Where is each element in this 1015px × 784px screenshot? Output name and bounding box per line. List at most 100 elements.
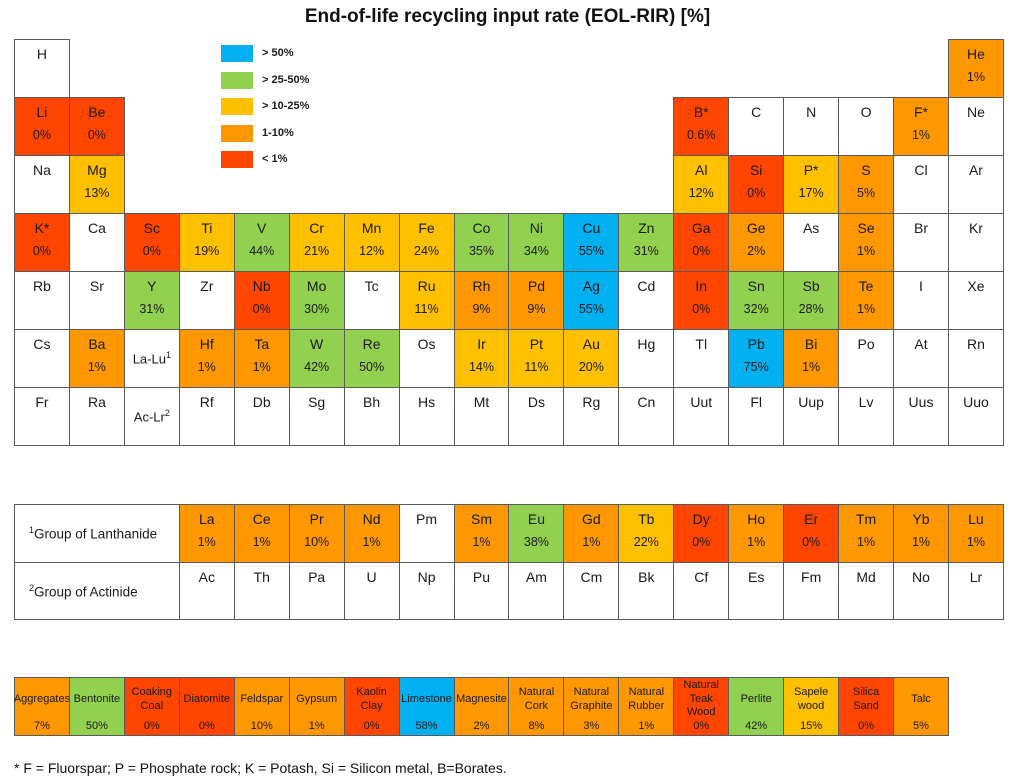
element-cd: Cd <box>618 271 675 330</box>
element-symbol: Ta <box>254 336 270 352</box>
material-natural-cork: Natural Cork 8% <box>508 677 565 736</box>
element-symbol: Rh <box>472 278 491 294</box>
element-symbol: Np <box>417 568 436 585</box>
material-name: Aggregates <box>13 692 71 705</box>
element-os: Os <box>398 329 455 388</box>
element-value: 35% <box>468 244 494 258</box>
material-name: Magnesite <box>456 692 507 705</box>
material-natural-teak-wood: Natural Teak Wood 0% <box>673 677 730 736</box>
element-value: 1% <box>252 360 271 374</box>
material-feldspar: Feldspar 10% <box>233 677 290 736</box>
element-value: 55% <box>578 244 604 258</box>
material-name: Talc <box>911 692 931 705</box>
element-value: 31% <box>139 302 165 316</box>
element-value: 42% <box>304 360 330 374</box>
element-i: I <box>893 271 949 330</box>
element-mt: Mt <box>453 387 510 446</box>
element-value: 28% <box>798 302 824 316</box>
material-name: Natural Cork <box>518 685 555 712</box>
element-ce: Ce 1% <box>233 504 290 563</box>
element-symbol: Rb <box>33 278 51 294</box>
element-cs: Cs <box>14 329 70 388</box>
element-symbol: At <box>914 336 928 352</box>
element-tm: Tm 1% <box>838 504 895 563</box>
element-cm: Cm <box>563 561 620 620</box>
element-symbol: Ga <box>691 220 711 236</box>
element-value: 14% <box>468 360 494 374</box>
element-symbol: Yb <box>912 511 930 527</box>
element-value: 24% <box>414 244 440 258</box>
material-value: 0% <box>198 720 215 732</box>
element-symbol: Hg <box>637 336 656 352</box>
element-symbol: Po <box>857 336 875 352</box>
material-value: 0% <box>858 720 875 732</box>
element-cl: Cl <box>893 155 949 214</box>
element-pb: Pb 75% <box>728 329 785 388</box>
element-symbol: B* <box>693 104 709 120</box>
element-tl: Tl <box>673 329 730 388</box>
element-symbol: Ni <box>529 220 544 236</box>
element-gd: Gd 1% <box>563 504 620 563</box>
element-bh: Bh <box>343 387 400 446</box>
element-ir: Ir 14% <box>453 329 510 388</box>
element-br: Br <box>893 213 949 272</box>
element-symbol: Pd <box>527 278 545 294</box>
element-ne: Ne <box>947 97 1004 156</box>
actinide-group-label: 2Group of Actinide <box>14 561 180 620</box>
element-symbol: Ba <box>88 336 106 352</box>
element-value: 9% <box>472 302 491 316</box>
element-sc: Sc 0% <box>123 213 180 272</box>
element-symbol: Hs <box>417 394 436 410</box>
element-symbol: Pt <box>529 336 544 352</box>
element-symbol: Ge <box>746 220 766 236</box>
element-symbol: Sr <box>89 278 104 294</box>
material-value: 1% <box>308 720 325 732</box>
material-limestone: Limestone 58% <box>398 677 455 736</box>
element-symbol: F* <box>914 104 928 120</box>
footnote-mark: 1 <box>165 350 171 360</box>
element-symbol: Cf <box>694 568 709 585</box>
material-value: 42% <box>745 720 768 732</box>
element-n: N <box>783 97 840 156</box>
element-symbol: Ce <box>252 511 271 527</box>
element-symbol: Pa <box>308 568 326 585</box>
element-in: In 0% <box>673 271 730 330</box>
material-name: Sapele wood <box>793 685 829 712</box>
element-uuo: Uuo <box>947 387 1004 446</box>
element-v: V 44% <box>233 213 290 272</box>
element-value: 12% <box>688 186 714 200</box>
element-sn: Sn 32% <box>728 271 785 330</box>
element-value: 0% <box>692 244 711 258</box>
element-value: 0% <box>32 128 51 142</box>
element-pa: Pa <box>288 561 345 620</box>
footnote-mark: 2 <box>164 408 170 418</box>
element-value: 0% <box>692 302 711 316</box>
material-name: Natural Graphite <box>570 685 613 712</box>
element-symbol: Bi <box>804 336 818 352</box>
element-symbol: Y <box>147 278 157 294</box>
element-rn: Rn <box>947 329 1004 388</box>
element-pr: Pr 10% <box>288 504 345 563</box>
element-nb: Nb 0% <box>233 271 290 330</box>
element-ag: Ag 55% <box>563 271 620 330</box>
lanthanide-placeholder: La-Lu1 <box>123 329 180 388</box>
material-name: Natural Teak Wood <box>683 678 719 719</box>
element-b: B* 0.6% <box>673 97 730 156</box>
element-symbol: Xe <box>967 278 985 294</box>
element-symbol: Zr <box>200 278 214 294</box>
material-coaking-coal: Coaking Coal 0% <box>123 677 180 736</box>
element-symbol: He <box>966 46 985 62</box>
element-symbol: Tc <box>364 278 379 294</box>
element-symbol: Ds <box>527 394 545 410</box>
element-zr: Zr <box>178 271 235 330</box>
element-symbol: Pr <box>309 511 324 527</box>
material-value: 5% <box>913 720 929 732</box>
element-value: 38% <box>523 535 549 549</box>
element-uut: Uut <box>673 387 730 446</box>
element-es: Es <box>728 561 785 620</box>
element-value: 20% <box>578 360 604 374</box>
element-h: H <box>14 39 70 98</box>
element-kr: Kr <box>947 213 1004 272</box>
element-value: 12% <box>359 244 385 258</box>
element-si: Si 0% <box>728 155 785 214</box>
